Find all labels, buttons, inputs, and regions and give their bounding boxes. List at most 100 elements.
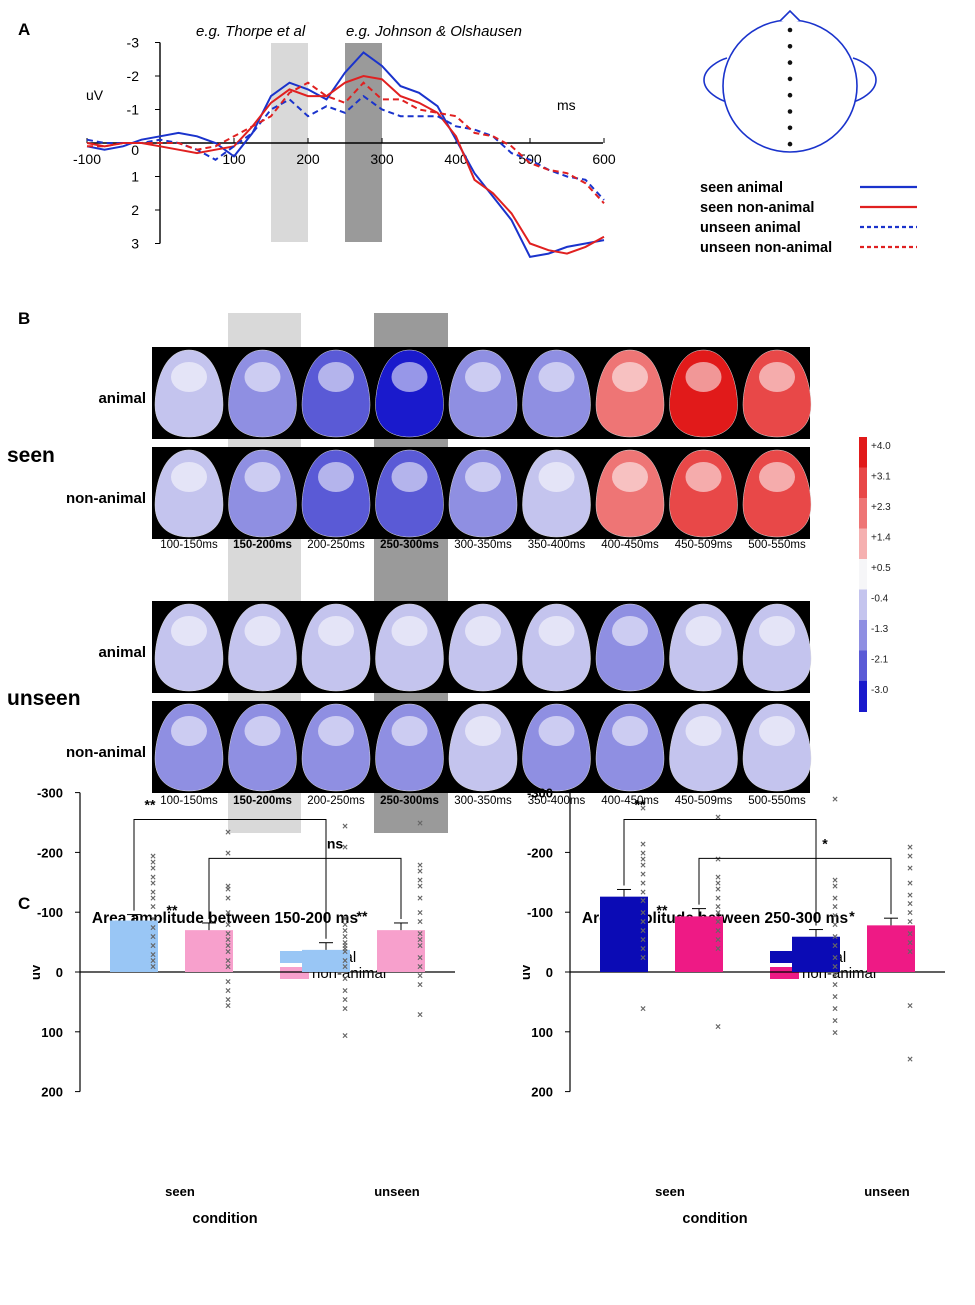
colorbar-label: +0.5: [871, 563, 891, 574]
legend-swatch: [280, 967, 309, 979]
colorbar-label: -2.1: [871, 655, 889, 666]
sig-label: *: [849, 908, 855, 924]
topomap-head: [375, 449, 444, 538]
panel-c-left-barchart: Area amplitude between 150-200 msanimaln…: [28, 786, 455, 1227]
data-point: ×: [640, 953, 646, 964]
data-point: ×: [417, 881, 423, 892]
bar-non-animal-seen: [185, 930, 233, 972]
electrode-dot: [787, 125, 793, 131]
data-point: ×: [832, 893, 838, 904]
series-line-seen-animal: [86, 51, 605, 259]
topomap-head: [595, 703, 665, 792]
time-window-label: 300-350ms: [454, 795, 512, 807]
data-point: ×: [417, 1010, 423, 1021]
data-point: ×: [715, 917, 721, 928]
colorbar-segment: [859, 681, 867, 712]
data-point: ×: [150, 857, 156, 868]
topomap-head: [522, 603, 591, 692]
data-point: ×: [417, 917, 423, 928]
topomap-head: [154, 449, 224, 538]
topomap-highlight: [391, 616, 428, 646]
data-point: ×: [907, 1055, 913, 1066]
highlight-label: e.g. Johnson & Olshausen: [346, 23, 522, 40]
data-point: ×: [150, 914, 156, 925]
row-label: animal: [98, 644, 146, 661]
data-point: ×: [150, 932, 156, 943]
topomap-highlight: [612, 362, 648, 392]
data-point: ×: [225, 848, 231, 859]
data-point: ×: [832, 920, 838, 931]
panel-a-legend: seen animal seen non-animal unseen animal u…: [700, 180, 917, 256]
time-window-label: 250-300ms: [380, 795, 439, 807]
topomap-highlight: [538, 462, 575, 492]
time-window-label: 450-509ms: [675, 795, 733, 807]
data-point: ×: [907, 890, 913, 901]
data-point: ×: [715, 935, 721, 946]
data-point: ×: [150, 863, 156, 874]
colorbar-label: -0.4: [871, 594, 889, 605]
legend-label: unseen animal: [700, 220, 801, 236]
topomap-head: [301, 603, 371, 692]
data-point: ×: [150, 851, 156, 862]
data-point: ×: [342, 914, 348, 925]
data-point: ×: [342, 1004, 348, 1015]
data-point: ×: [715, 908, 721, 919]
x-tick-label: 600: [592, 151, 616, 167]
data-point: ×: [150, 923, 156, 934]
time-window-label: 200-250ms: [307, 539, 365, 551]
data-point: ×: [342, 947, 348, 958]
topomap-highlight: [759, 462, 795, 492]
colorbar-label: +2.3: [871, 502, 891, 513]
colorbar: +4.0 +3.1 +2.3 +1.4 +0.5 -0.4 -1.3 -2.1 -3.0: [859, 437, 891, 712]
data-point: ×: [640, 1004, 646, 1015]
colorbar-segment: [859, 467, 867, 499]
data-point: ×: [417, 893, 423, 904]
bar-non-animal-unseen: [377, 930, 425, 972]
sig-label: **: [167, 902, 178, 918]
electrode-dot: [787, 44, 793, 49]
topomap-highlight: [538, 716, 575, 746]
data-point: ×: [150, 872, 156, 883]
data-point: ×: [150, 893, 156, 904]
legend-swatch: [280, 951, 309, 963]
time-window-label: 500-550ms: [748, 795, 806, 807]
series-line-seen-non-animal: [86, 74, 605, 255]
data-point: ×: [832, 881, 838, 892]
time-window-label: 400-450ms: [601, 795, 659, 807]
time-window-label: 100-150ms: [160, 539, 218, 551]
data-point: ×: [907, 947, 913, 958]
data-point: ×: [417, 875, 423, 886]
data-point: ×: [832, 932, 838, 943]
data-point: ×: [907, 938, 913, 949]
colorbar-segment: [859, 498, 867, 529]
topomap-head: [448, 703, 518, 792]
topomap-highlight: [391, 716, 428, 746]
data-point: ×: [225, 935, 231, 946]
data-point: ×: [715, 902, 721, 913]
topomap-highlight: [318, 462, 354, 492]
data-point: ×: [640, 935, 646, 946]
data-point: ×: [832, 971, 838, 982]
data-point: ×: [640, 917, 646, 928]
data-point: ×: [342, 842, 348, 853]
highlight-label: e.g. Thorpe et al: [196, 23, 306, 40]
chart-title: Area amplitude between 150-200 ms: [92, 910, 358, 927]
y-tick-label: 100: [41, 1025, 63, 1040]
y-tick-label: -300: [37, 786, 63, 801]
data-point: ×: [640, 908, 646, 919]
topomap-highlight: [171, 362, 207, 392]
sig-label: *: [822, 835, 828, 851]
y-tick-label: 0: [56, 965, 63, 980]
topomap-highlight: [318, 716, 354, 746]
data-point: ×: [342, 821, 348, 832]
time-window-label: 250-300ms: [380, 539, 439, 551]
data-point: ×: [225, 962, 231, 973]
topomap-head: [375, 603, 444, 692]
x-axis-label: ms: [557, 97, 576, 113]
data-point: ×: [832, 1028, 838, 1039]
series-line-unseen-non-animal: [87, 81, 605, 204]
topomap-highlight: [171, 616, 207, 646]
electrode-dot: [787, 76, 793, 82]
data-point: ×: [225, 920, 231, 931]
time-window-label: 350-400ms: [528, 795, 586, 807]
